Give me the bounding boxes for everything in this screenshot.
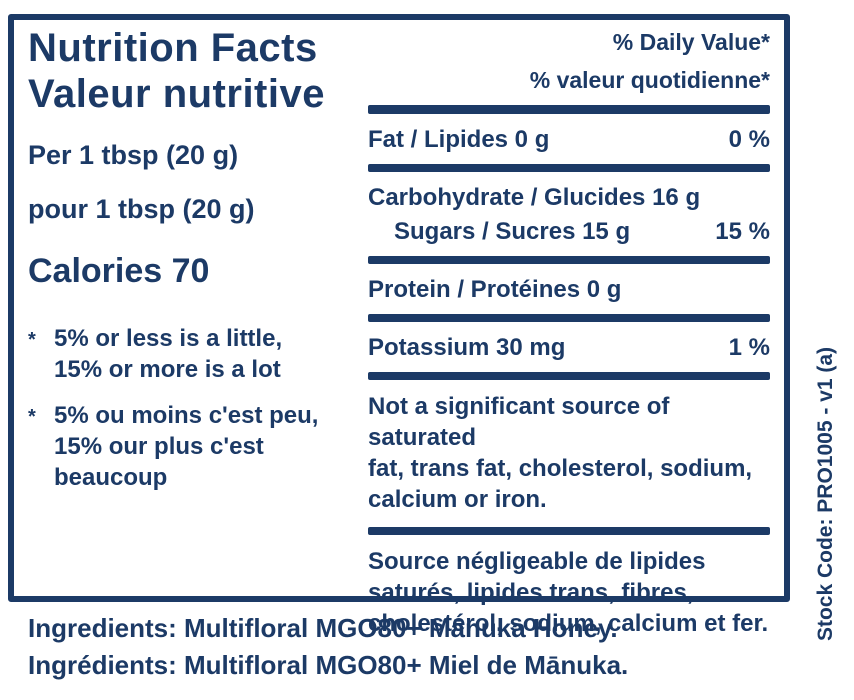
nutrient-row-sugars: Sugars / Sucres 15 g 15 % <box>368 215 770 256</box>
nutrient-name: Potassium 30 mg <box>368 334 566 361</box>
left-column: Nutrition Facts Valeur nutritive Per 1 t… <box>28 25 364 493</box>
divider <box>368 372 770 380</box>
nutrient-name: Fat / Lipides 0 g <box>368 126 550 153</box>
nutrient-name: Sugars / Sucres 15 g <box>394 218 631 245</box>
serving-size-english: Per 1 tbsp (20 g) <box>28 140 239 170</box>
ingredients-english: Ingredients: Multifloral MGO80+ Mānuka H… <box>28 613 618 643</box>
ingredients-french: Ingrédients: Multifloral MGO80+ Miel de … <box>28 650 629 680</box>
daily-value-header-french: % valeur quotidienne* <box>529 67 770 93</box>
stock-code-vertical-text: Stock Code: PRO1005 - v1 (a) <box>814 346 837 642</box>
daily-value-header-english: % Daily Value* <box>612 29 770 55</box>
ingredients-section: Ingredients: Multifloral MGO80+ Mānuka H… <box>28 610 728 684</box>
divider <box>368 164 770 172</box>
divider <box>368 105 770 114</box>
divider <box>368 256 770 264</box>
daily-value-footnote-english: * 5% or less is a little, 15% or more is… <box>28 323 364 385</box>
nutrient-name: Protein / Protéines 0 g <box>368 276 622 303</box>
footnote-text-french: 5% ou moins c'est peu, 15% our plus c'es… <box>54 402 319 491</box>
not-significant-source-french: Source négligeable de lipides saturés, l… <box>368 548 769 637</box>
nutrient-daily-value: 1 % <box>728 334 770 361</box>
not-significant-source-english: Not a significant source of saturated fa… <box>368 393 753 513</box>
nutrient-name: Carbohydrate / Glucides 16 g <box>368 184 701 211</box>
divider <box>368 314 770 322</box>
nutrient-daily-value: 0 % <box>728 126 770 153</box>
title-french: Valeur nutritive <box>28 72 325 116</box>
footnote-asterisk: * <box>28 406 36 428</box>
footnote-text-english: 5% or less is a little, 15% or more is a… <box>54 325 283 383</box>
nutrition-facts-box: Nutrition Facts Valeur nutritive Per 1 t… <box>8 14 790 637</box>
nutrient-row-fat: Fat / Lipides 0 g 0 % <box>368 114 770 164</box>
right-column: % Daily Value* % valeur quotidienne* Fat… <box>368 28 770 651</box>
title-english: Nutrition Facts <box>28 26 318 70</box>
nutrient-row-potassium: Potassium 30 mg 1 % <box>368 322 770 372</box>
nutrient-daily-value: 15 % <box>715 218 770 245</box>
divider <box>368 527 770 535</box>
daily-value-footnote-french: * 5% ou moins c'est peu, 15% our plus c'… <box>28 400 364 493</box>
nutrient-row-carbohydrate: Carbohydrate / Glucides 16 g <box>368 172 770 215</box>
footnote-asterisk: * <box>28 329 36 351</box>
serving-size-french: pour 1 tbsp (20 g) <box>28 194 255 224</box>
nutrient-row-protein: Protein / Protéines 0 g <box>368 264 770 314</box>
calories-line: Calories 70 <box>28 252 210 290</box>
